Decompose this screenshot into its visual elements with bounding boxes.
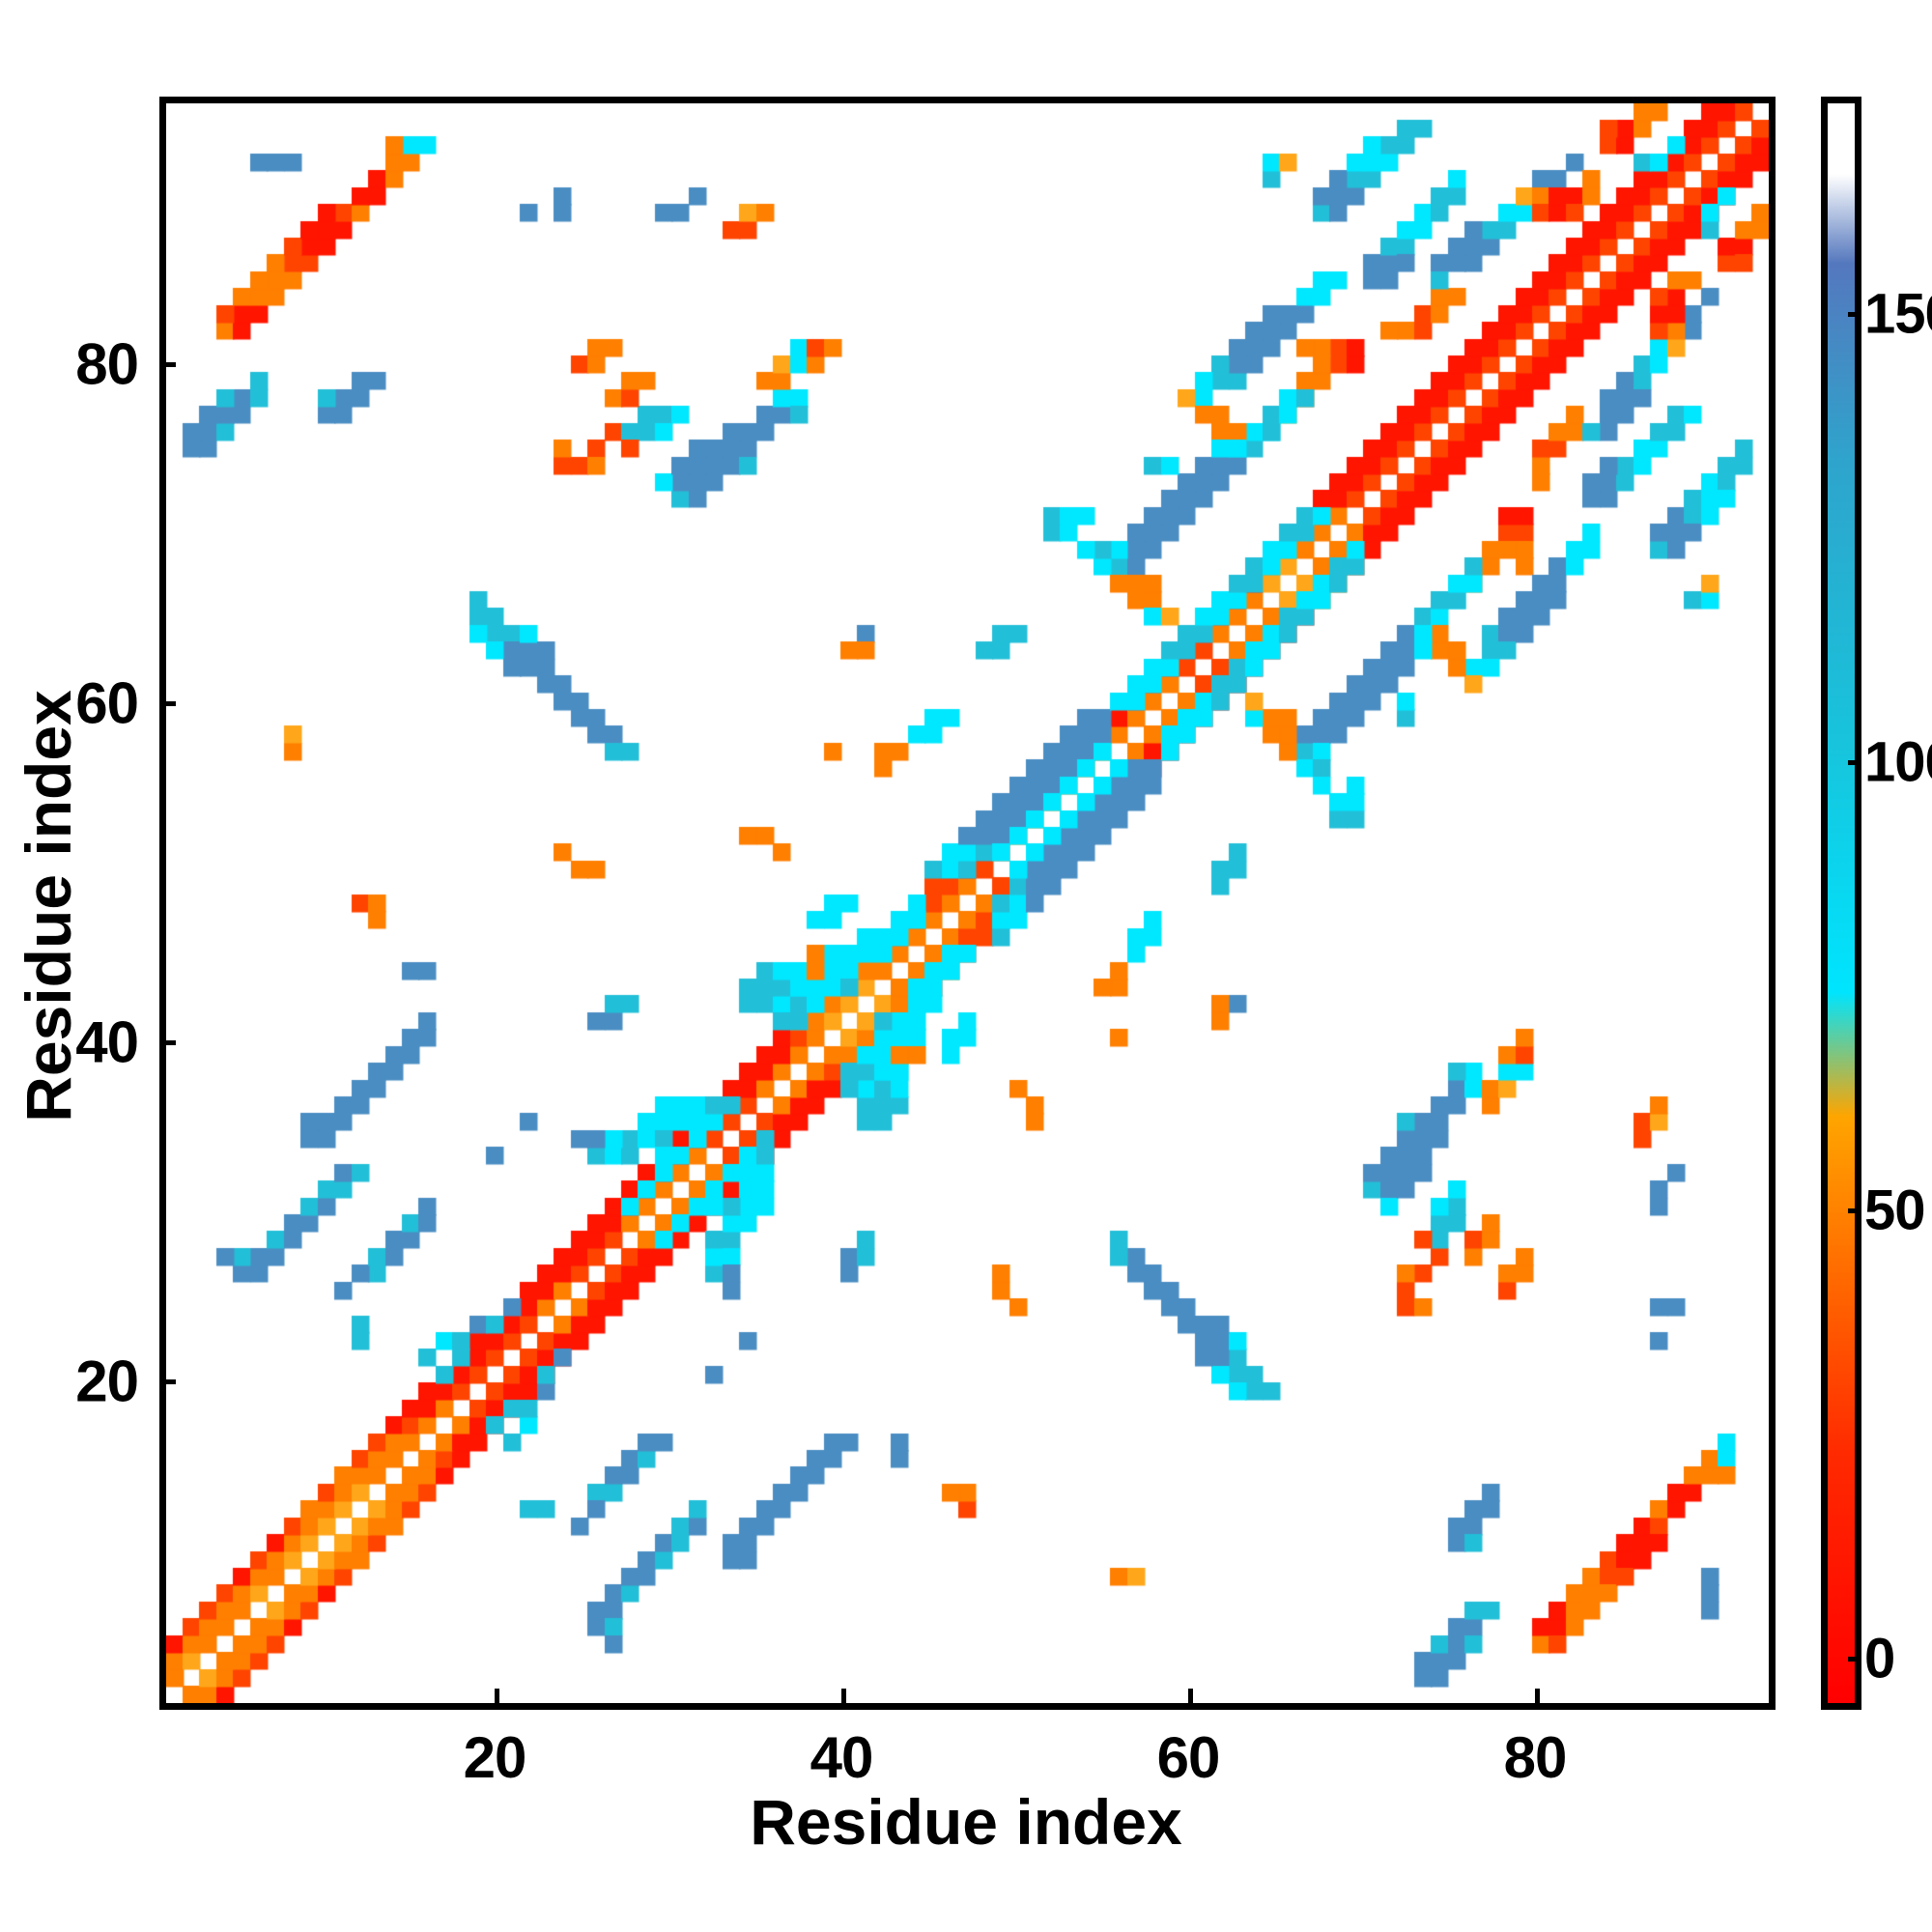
- x-tick-20: [495, 1689, 499, 1704]
- y-tick-label-40: 40: [75, 1009, 139, 1075]
- x-tick-label-40: 40: [810, 1725, 874, 1790]
- x-tick-label-20: 20: [463, 1725, 527, 1790]
- x-tick-label-80: 80: [1503, 1725, 1568, 1790]
- colorbar-label-150: 150: [1864, 282, 1932, 346]
- y-tick-label-20: 20: [75, 1349, 139, 1414]
- y-tick-label-60: 60: [75, 670, 139, 736]
- colorbar-label-100: 100: [1864, 730, 1932, 794]
- contact-map-plot: [159, 97, 1776, 1710]
- contact-map-canvas: [166, 103, 1769, 1703]
- colorbar-tick-0: [1848, 1657, 1861, 1662]
- colorbar-label-0: 0: [1864, 1627, 1895, 1690]
- y-tick-label-80: 80: [75, 331, 139, 397]
- colorbar-tick-100: [1848, 760, 1861, 765]
- colorbar-tick-150: [1848, 312, 1861, 317]
- y-tick-80: [160, 362, 176, 367]
- y-axis-title: Residue index: [13, 690, 84, 1122]
- colorbar: [1821, 97, 1861, 1710]
- y-tick-20: [160, 1379, 176, 1384]
- x-tick-80: [1535, 1689, 1540, 1704]
- colorbar-tick-50: [1848, 1208, 1861, 1213]
- x-axis-title: Residue index: [750, 1786, 1182, 1858]
- x-tick-label-60: 60: [1156, 1725, 1221, 1790]
- colorbar-gradient: [1828, 103, 1855, 1703]
- y-axis-title-wrapper: Residue index: [12, 99, 85, 1713]
- colorbar-label-50: 50: [1864, 1179, 1926, 1242]
- y-tick-40: [160, 1040, 176, 1045]
- x-tick-60: [1188, 1689, 1193, 1704]
- x-tick-40: [841, 1689, 846, 1704]
- y-tick-60: [160, 701, 176, 706]
